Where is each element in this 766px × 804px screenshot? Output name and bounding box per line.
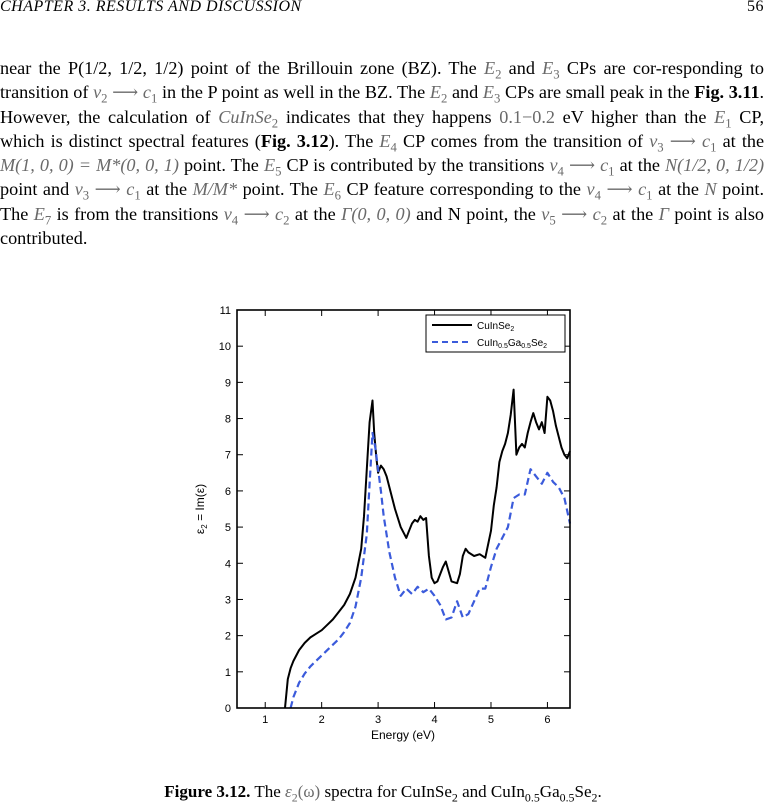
y-tick-label: 11 xyxy=(220,305,231,317)
figure-caption: Figure 3.12. The ε2(ω) spectra for CuInS… xyxy=(164,782,602,804)
legend-label-cuinse2: CuInSe2 xyxy=(477,321,514,333)
body-paragraph: near the P(1/2, 1/2, 1/2) point of the B… xyxy=(0,56,764,250)
legend-label-cuinga: CuIn0.5Ga0.5Se2 xyxy=(477,338,547,350)
legend: CuInSe2 CuIn0.5Ga0.5Se2 xyxy=(425,314,566,353)
x-tick-label: 3 xyxy=(375,714,381,726)
y-tick-label: 4 xyxy=(225,558,231,570)
x-axis-label: Energy (eV) xyxy=(371,728,435,742)
page-header: CHAPTER 3. RESULTS AND DISCUSSION 56 xyxy=(0,0,766,24)
legend-box xyxy=(425,314,566,353)
eps2-spectra-chart: 1 2 3 4 5 6 0 1 2 3 4 5 6 7 8 9 10 11 Energy (eV) ε2 = Im… xyxy=(193,305,572,742)
y-tick-label: 0 xyxy=(225,703,231,715)
plot-frame xyxy=(236,309,571,709)
x-tick-label: 2 xyxy=(319,714,325,726)
y-tick-label: 5 xyxy=(225,522,231,534)
page-number: 56 xyxy=(747,0,764,15)
y-tick-label: 10 xyxy=(219,341,231,353)
y-tick-label: 1 xyxy=(225,667,231,679)
y-tick-label: 2 xyxy=(225,631,231,643)
y-tick-label: 9 xyxy=(225,377,231,389)
paragraph-text: near the P(1/2, 1/2, 1/2) point of the B… xyxy=(0,58,765,249)
caption-label: Figure 3.12. xyxy=(164,782,251,801)
figure-reference: Fig. 3.12 xyxy=(260,130,329,151)
x-tick-label: 6 xyxy=(544,714,550,726)
y-tick-label: 3 xyxy=(225,594,231,606)
y-axis-label: ε2 = Im(ε) xyxy=(193,484,209,534)
series-line-cuinse2 xyxy=(284,388,571,709)
figure-reference: Fig. 3.11 xyxy=(694,82,760,103)
chapter-title: CHAPTER 3. RESULTS AND DISCUSSION xyxy=(0,0,302,15)
x-tick-label: 4 xyxy=(431,714,437,726)
x-tick-label: 5 xyxy=(488,714,494,726)
y-tick-label: 6 xyxy=(225,486,231,498)
y-tick-label: 7 xyxy=(225,450,231,462)
y-tick-label: 8 xyxy=(225,414,231,426)
figure-3-12: 1 2 3 4 5 6 0 1 2 3 4 5 6 7 8 9 10 11 Energy (eV) ε2 = Im… xyxy=(190,298,580,748)
x-tick-label: 1 xyxy=(262,714,268,726)
series-line-cuin05ga05se2 xyxy=(289,431,572,709)
